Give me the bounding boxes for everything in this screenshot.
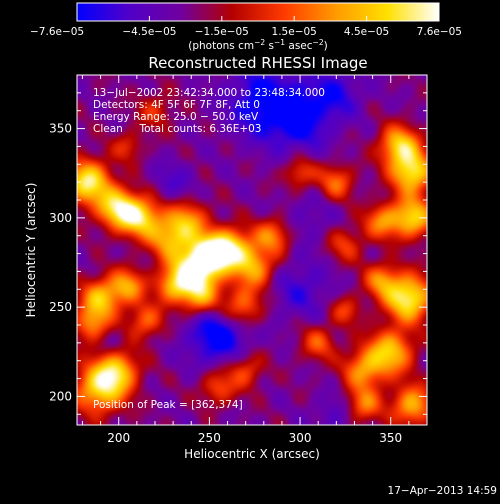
timestamp: 17−Apr−2013 14:59 — [388, 485, 497, 497]
annotation-energy-range: Energy Range: 25.0 − 50.0 keV — [93, 111, 259, 123]
colorbar-units: (photons cm−2 s−1 asec−2) — [188, 38, 327, 52]
heatmap-image — [77, 75, 427, 425]
x-axis-label: Heliocentric X (arcsec) — [184, 447, 320, 461]
colorbar-tick-label: 4.5e−05 — [344, 26, 389, 38]
colorbar-tick-label: 7.6e−05 — [417, 26, 462, 38]
peak-position-label: Position of Peak = [362,374] — [93, 399, 243, 411]
colorbar-tick-label: −7.6e−05 — [30, 26, 84, 38]
annotation-clean-counts: Clean Total counts: 6.36E+03 — [93, 123, 262, 135]
colorbar-ticks: −7.6e−05 −4.5e−05 −1.5e−05 1.5e−05 4.5e−05 7.… — [30, 16, 462, 38]
plot-frame — [76, 74, 428, 426]
y-tick-label: 250 — [49, 300, 72, 314]
colorbar-tick-label: 1.5e−05 — [272, 26, 317, 38]
axis-ticks: 200 250 300 350 200 250 300 350 — [49, 74, 428, 445]
x-tick-label: 250 — [198, 431, 221, 445]
x-tick-label: 200 — [107, 431, 130, 445]
annotation-time-range: 13−Jul−2002 23:42:34.000 to 23:48:34.000 — [93, 87, 325, 99]
colorbar-tick-label: −4.5e−05 — [122, 26, 176, 38]
x-tick-label: 300 — [289, 431, 312, 445]
colorbar-tick-label: −1.5e−05 — [195, 26, 249, 38]
colorbar — [77, 3, 439, 21]
x-tick-label: 350 — [379, 431, 402, 445]
colorbar-frame — [76, 2, 440, 22]
y-tick-label: 300 — [49, 211, 72, 225]
y-axis-label: Heliocentric Y (arcsec) — [24, 183, 38, 318]
y-tick-label: 350 — [49, 122, 72, 136]
chart-title: Reconstructed RHESSI Image — [148, 54, 367, 72]
y-tick-label: 200 — [49, 389, 72, 403]
annotation-detectors: Detectors: 4F 5F 6F 7F 8F, Att 0 — [93, 99, 260, 111]
annotations: 13−Jul−2002 23:42:34.000 to 23:48:34.000… — [93, 87, 325, 411]
